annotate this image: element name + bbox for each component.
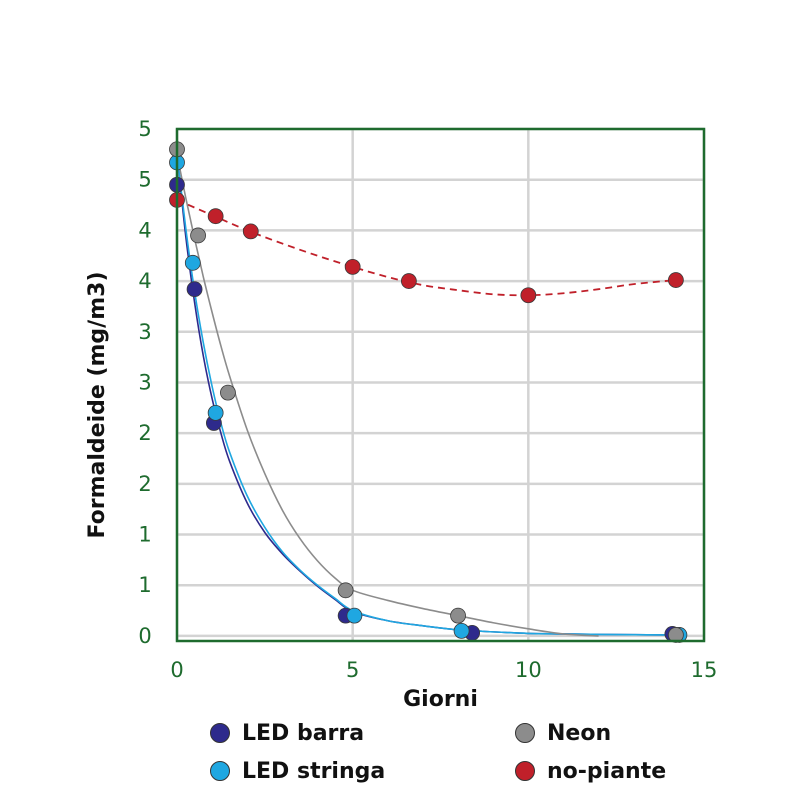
y-tick-label: 5 — [138, 117, 151, 141]
legend-marker-no-piante — [515, 761, 535, 781]
y-tick-label: 2 — [138, 472, 151, 496]
legend-marker-led-barra — [210, 723, 230, 743]
data-point-neon — [667, 627, 684, 643]
legend-marker-neon — [515, 723, 535, 743]
data-point-neon — [190, 227, 206, 244]
data-point-neon — [450, 607, 466, 624]
data-point-no-piante — [242, 223, 259, 240]
y-tick-label: 3 — [138, 320, 151, 344]
legend-item-no-piante: no-piante — [515, 756, 666, 786]
y-tick-label: 0 — [138, 624, 151, 648]
data-point-no-piante — [207, 208, 224, 225]
data-point-neon — [337, 582, 354, 599]
legend-item-neon: Neon — [515, 718, 611, 748]
series-curve-led-stringa — [176, 153, 669, 636]
data-point-no-piante — [400, 273, 417, 289]
x-tick-label: 15 — [691, 658, 718, 682]
data-point-led-stringa — [184, 254, 201, 271]
legend-label: no-piante — [547, 758, 667, 784]
data-point-no-piante — [667, 272, 684, 288]
tick-labels: 0 1 1 2 2 3 3 4 4 5 5 0 5 10 15 — [138, 117, 717, 682]
x-tick-label: 5 — [346, 658, 359, 682]
x-axis-title: Giorni — [403, 687, 478, 712]
legend-item-led-stringa: LED stringa — [210, 756, 385, 786]
data-point-led-stringa — [346, 607, 363, 624]
legend-label: LED barra — [242, 720, 365, 746]
grid — [175, 127, 706, 641]
legend: LED barra Neon LED stringa no-piante — [0, 712, 800, 792]
data-point-led-barra — [186, 281, 203, 298]
legend-marker-led-stringa — [210, 761, 230, 781]
y-tick-label: 1 — [138, 523, 151, 547]
plot-frame — [175, 127, 706, 643]
legend-label: LED stringa — [242, 758, 386, 784]
y-tick-label: 4 — [138, 269, 151, 293]
y-tick-label: 1 — [138, 573, 151, 597]
legend-label: Neon — [547, 720, 612, 746]
series-curve-neon — [176, 154, 599, 637]
data-point-no-piante — [344, 258, 361, 275]
data-point-led-stringa — [207, 404, 224, 421]
series-points — [169, 141, 688, 643]
y-tick-label: 2 — [138, 421, 151, 445]
y-tick-label: 4 — [138, 218, 151, 242]
data-point-led-stringa — [453, 622, 470, 639]
data-point-neon — [220, 384, 236, 401]
y-tick-label: 3 — [138, 370, 151, 394]
legend-item-led-barra: LED barra — [210, 718, 364, 748]
x-tick-label: 10 — [515, 658, 542, 682]
y-axis-title: Formaldeide (mg/m3) — [85, 272, 110, 539]
data-point-no-piante — [520, 287, 537, 304]
x-tick-label: 0 — [170, 658, 183, 682]
y-tick-label: 5 — [138, 168, 151, 192]
